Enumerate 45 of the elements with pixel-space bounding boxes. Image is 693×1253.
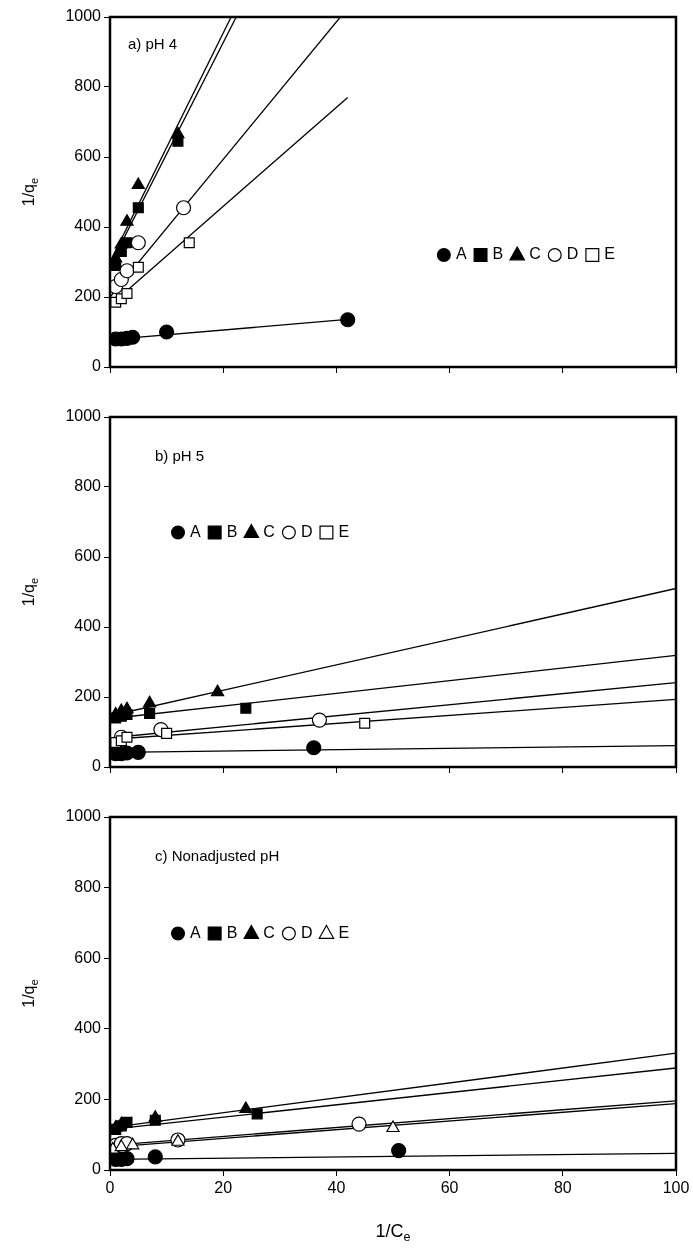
y-tick-label: 400: [74, 617, 102, 635]
text: b) pH 5: [155, 447, 205, 465]
y-tick-label: 1000: [65, 807, 102, 825]
x-tick-label: 20: [214, 1179, 233, 1197]
y-tick-label: 200: [74, 1089, 102, 1107]
legend-label: C: [263, 923, 275, 941]
y-tick-label: 600: [74, 147, 102, 165]
y-tick-label: 1000: [65, 407, 102, 425]
y-tick-label: 600: [74, 547, 102, 565]
legend-label: A: [455, 245, 467, 263]
y-axis-title: 1/qe: [20, 979, 40, 1008]
y-tick-label: 400: [74, 1019, 102, 1037]
y-axis-title: 1/qe: [20, 177, 40, 207]
text: a) pH 4: [128, 35, 178, 53]
legend-label: B: [492, 245, 504, 263]
y-tick-label: 200: [74, 687, 102, 705]
legend-label: B: [226, 522, 238, 540]
y-tick-label: 200: [74, 287, 102, 305]
legend-label: C: [263, 522, 275, 540]
y-tick-label: 800: [74, 477, 102, 495]
x-tick-label: 0: [105, 1179, 115, 1197]
y-axis-title: 1/qe: [20, 577, 40, 607]
y-tick-label: 1000: [65, 7, 102, 25]
y-tick-label: 0: [92, 357, 102, 375]
y-tick-label: 0: [92, 757, 102, 775]
legend-label: D: [566, 245, 579, 263]
x-tick-label: 80: [553, 1179, 572, 1197]
y-tick-label: 600: [74, 948, 102, 966]
legend-label: E: [338, 923, 350, 941]
legend-label: D: [300, 923, 313, 941]
text: c) Nonadjusted pH: [155, 847, 280, 865]
legend-label: E: [604, 245, 615, 263]
legend-label: D: [300, 522, 313, 540]
y-tick-label: 800: [74, 77, 102, 95]
x-tick-label: 100: [662, 1179, 690, 1197]
legend-label: A: [190, 923, 201, 941]
legend-label: A: [190, 522, 201, 540]
y-tick-label: 0: [92, 1160, 102, 1178]
legend-label: C: [529, 245, 541, 263]
x-tick-label: 60: [440, 1179, 459, 1197]
x-tick-label: 40: [327, 1179, 346, 1197]
legend-label: B: [226, 923, 238, 941]
legend-label: E: [338, 522, 350, 540]
y-tick-label: 800: [74, 878, 102, 896]
y-tick-label: 400: [74, 217, 102, 235]
